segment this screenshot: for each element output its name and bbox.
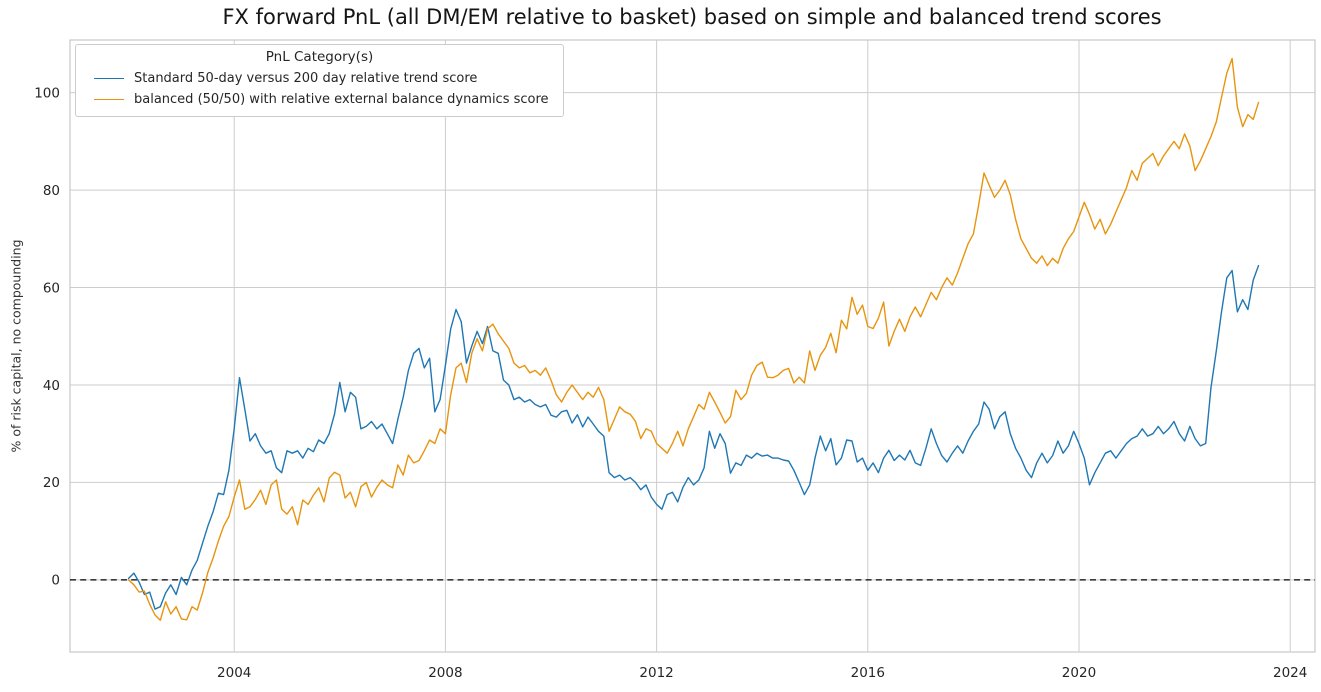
y-tick-label: 60: [43, 280, 60, 296]
x-tick-label: 2012: [639, 665, 673, 681]
x-tick-label: 2020: [1062, 665, 1096, 681]
y-tick-label: 20: [43, 475, 60, 491]
legend-title: PnL Category(s): [265, 49, 374, 65]
legend-line-swatch-orange: [94, 99, 124, 100]
legend-label: Standard 50-day versus 200 day relative …: [134, 71, 478, 86]
y-tick-label: 0: [51, 573, 60, 589]
chart-title: FX forward PnL (all DM/EM relative to ba…: [222, 5, 1162, 29]
series-line-balanced-trend: [127, 57, 1260, 621]
y-tick-label: 80: [43, 183, 60, 199]
x-tick-label: 2004: [217, 665, 251, 681]
legend-item-standard: Standard 50-day versus 200 day relative …: [86, 68, 553, 89]
x-tick-label: 2008: [428, 665, 462, 681]
y-axis-title: % of risk capital, no compounding: [8, 239, 24, 453]
legend: PnL Category(s) Standard 50-day versus 2…: [75, 44, 564, 117]
legend-line-swatch-blue: [94, 78, 124, 79]
y-tick-label: 100: [34, 85, 60, 101]
legend-label: balanced (50/50) with relative external …: [134, 92, 549, 107]
x-tick-label: 2024: [1273, 665, 1307, 681]
legend-item-balanced: balanced (50/50) with relative external …: [86, 89, 553, 110]
series-line-standard-trend: [127, 264, 1260, 610]
axes-spines: [69, 39, 1316, 653]
y-tick-label: 40: [43, 378, 60, 394]
x-tick-label: 2016: [851, 665, 885, 681]
